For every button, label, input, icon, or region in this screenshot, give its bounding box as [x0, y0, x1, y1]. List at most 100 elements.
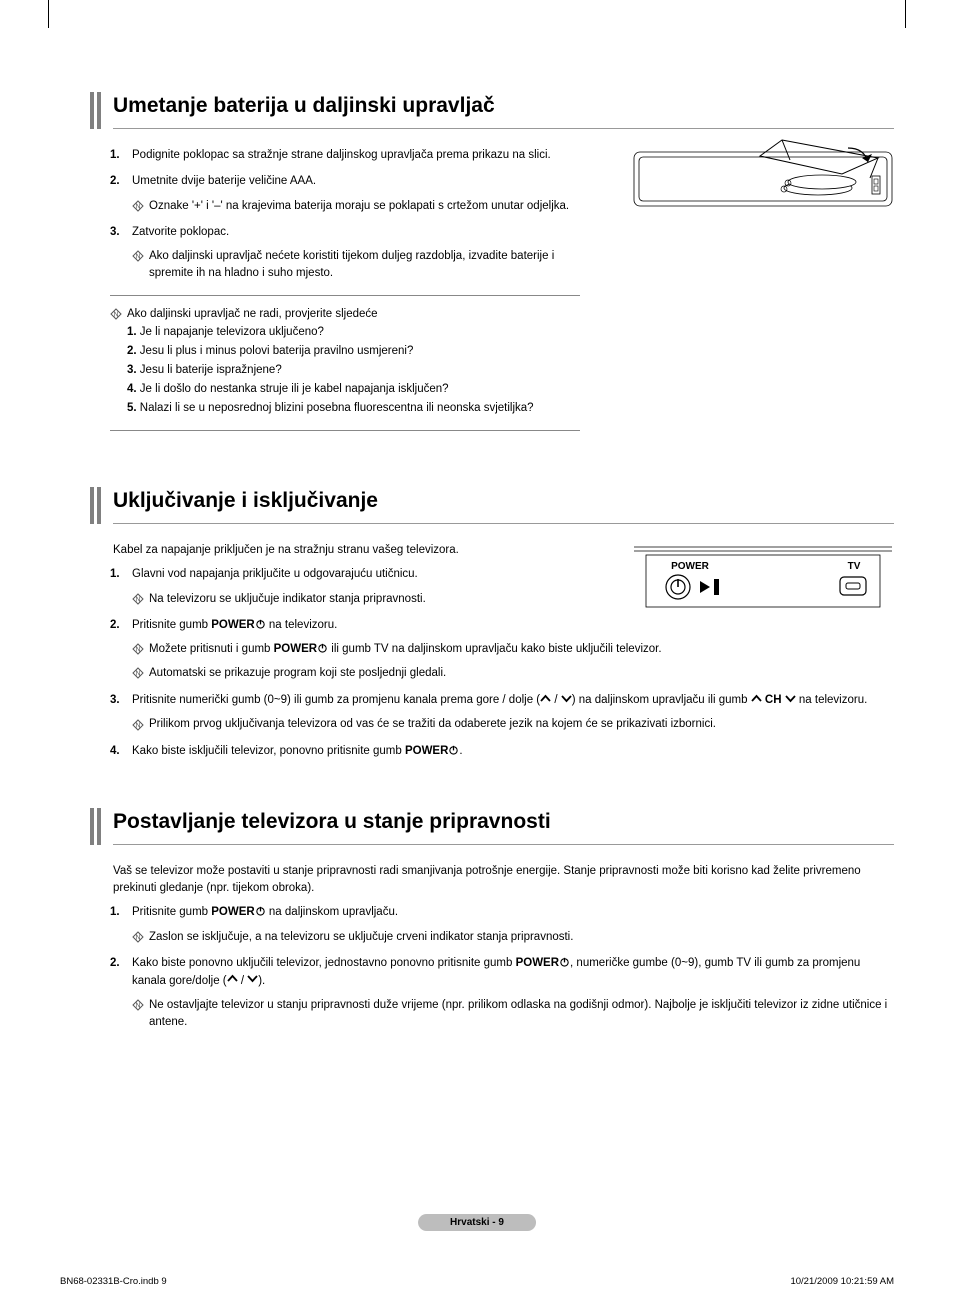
note-text: Oznake '+' i '–' na krajevima baterija m…	[149, 198, 570, 215]
list-text: Glavni vod napajanja priključite u odgov…	[132, 568, 418, 580]
section-title-bar	[90, 808, 94, 845]
section-title-bar	[97, 92, 101, 129]
crop-mark	[905, 0, 906, 28]
checklist: 1. Je li napajanje televizora uključeno?…	[60, 323, 894, 418]
section-title: Postavljanje televizora u stanje priprav…	[113, 808, 894, 845]
note-icon: N	[110, 306, 127, 323]
section-title-bar	[97, 487, 101, 524]
svg-text:N: N	[135, 722, 140, 729]
check-text: Jesu li baterije ispražnjene?	[140, 364, 282, 376]
svg-text:N: N	[135, 203, 140, 210]
section-standby: Postavljanje televizora u stanje priprav…	[60, 808, 894, 1032]
list-item: 2. Kako biste ponovno uključili televizo…	[110, 955, 894, 1032]
power-icon	[255, 619, 266, 631]
note-text: Ne ostavljajte televizor u stanju pripra…	[149, 997, 894, 1032]
list-item: 1. Podignite poklopac sa stražnje strane…	[110, 147, 570, 164]
chevron-down-icon	[785, 692, 796, 709]
svg-text:N: N	[135, 596, 140, 603]
list-text: Kako biste ponovno uključili televizor, …	[132, 957, 860, 987]
power-icon	[317, 643, 328, 655]
list-number: 1.	[110, 147, 132, 164]
chevron-down-icon	[561, 692, 572, 709]
page-content: Umetanje baterija u daljinski upravljač	[60, 48, 894, 1291]
chevron-up-icon	[227, 972, 238, 989]
power-icon	[559, 957, 570, 969]
section-title-bar	[97, 808, 101, 845]
power-icon	[448, 745, 459, 757]
crop-mark	[48, 0, 49, 28]
note-icon: N	[132, 997, 149, 1032]
footer-filename: BN68-02331B-Cro.indb 9	[60, 1276, 167, 1287]
battery-illustration	[632, 134, 894, 234]
note-text: Ako daljinski upravljač nećete koristiti…	[149, 248, 570, 283]
list-text: Podignite poklopac sa stražnje strane da…	[132, 147, 570, 164]
list-item: 1. Glavni vod napajanja priključite u od…	[110, 566, 590, 608]
list-number: 2.	[110, 173, 132, 215]
power-button-illustration: POWER TV	[632, 543, 894, 611]
list-number: 2.	[110, 617, 132, 683]
page-footer-pill: Hrvatski - 9	[418, 1214, 536, 1231]
note-text: Možete pritisnuti i gumb POWER ili gumb …	[149, 641, 894, 658]
note-text: Prilikom prvog uključivanja televizora o…	[149, 716, 894, 733]
section-title: Umetanje baterija u daljinski upravljač	[113, 92, 894, 129]
check-text: Jesu li plus i minus polovi baterija pra…	[140, 345, 414, 357]
note-text: Na televizoru se uključuje indikator sta…	[149, 591, 590, 608]
note-text: Automatski se prikazuje program koji ste…	[149, 665, 894, 682]
chevron-down-icon	[247, 972, 258, 989]
divider	[110, 430, 580, 431]
check-num: 4.	[127, 383, 137, 395]
section-batteries: Umetanje baterija u daljinski upravljač	[60, 92, 894, 431]
note-icon: N	[132, 641, 149, 658]
list-item: 2. Pritisnite gumb POWER na televizoru. …	[110, 617, 894, 683]
power-icon	[255, 906, 266, 918]
note-icon: N	[132, 665, 149, 682]
divider	[110, 295, 580, 296]
list-number: 1.	[110, 566, 132, 608]
svg-text:N: N	[135, 1003, 140, 1010]
list-number: 3.	[110, 692, 132, 734]
list-text: Pritisnite gumb POWER na daljinskom upra…	[132, 906, 398, 918]
list-number: 2.	[110, 955, 132, 1032]
list-item: 3. Zatvorite poklopac. N Ako daljinski u…	[110, 224, 570, 283]
chevron-up-icon	[540, 692, 551, 709]
note-text: Zaslon se isključuje, a na televizoru se…	[149, 929, 894, 946]
list-number: 4.	[110, 743, 132, 760]
check-num: 1.	[127, 326, 137, 338]
list-text: Kako biste isključili televizor, ponovno…	[132, 743, 894, 760]
list-item: 2. Umetnite dvije baterije veličine AAA.…	[110, 173, 570, 215]
label-tv: TV	[848, 561, 861, 572]
section-title-bar	[90, 487, 94, 524]
label-power: POWER	[671, 561, 710, 572]
list-number: 1.	[110, 904, 132, 946]
note-icon: N	[132, 198, 149, 215]
check-num: 2.	[127, 345, 137, 357]
check-text: Je li napajanje televizora uključeno?	[140, 326, 324, 338]
footer-timestamp: 10/21/2009 10:21:59 AM	[790, 1276, 894, 1287]
svg-text:N: N	[135, 934, 140, 941]
list-text: Pritisnite numerički gumb (0~9) ili gumb…	[132, 694, 867, 706]
list-number: 3.	[110, 224, 132, 283]
svg-text:N: N	[135, 671, 140, 678]
note-icon: N	[132, 929, 149, 946]
check-text: Nalazi li se u neposrednoj blizini poseb…	[140, 402, 534, 414]
note-icon: N	[132, 716, 149, 733]
section-power-onoff: Uključivanje i isključivanje POWER TV	[60, 487, 894, 760]
checklist-head: Ako daljinski upravljač ne radi, provjer…	[127, 306, 378, 323]
list-text: Pritisnite gumb POWER na televizoru.	[132, 619, 337, 631]
section-title: Uključivanje i isključivanje	[113, 487, 894, 524]
list-item: 1. Pritisnite gumb POWER na daljinskom u…	[110, 904, 894, 946]
section-title-bar	[90, 92, 94, 129]
note-icon: N	[132, 248, 149, 283]
check-num: 3.	[127, 364, 137, 376]
list-item: 4. Kako biste isključili televizor, pono…	[110, 743, 894, 760]
svg-text:N: N	[135, 647, 140, 654]
list-text: Umetnite dvije baterije veličine AAA.	[132, 175, 316, 187]
section-intro: Vaš se televizor može postaviti u stanje…	[60, 863, 894, 896]
svg-text:N: N	[113, 311, 118, 318]
list-text: Zatvorite poklopac.	[132, 226, 229, 238]
list-item: 3. Pritisnite numerički gumb (0~9) ili g…	[110, 692, 894, 734]
chevron-up-icon	[751, 692, 762, 709]
check-num: 5.	[127, 402, 137, 414]
svg-text:N: N	[135, 254, 140, 261]
check-text: Je li došlo do nestanka struje ili je ka…	[140, 383, 449, 395]
